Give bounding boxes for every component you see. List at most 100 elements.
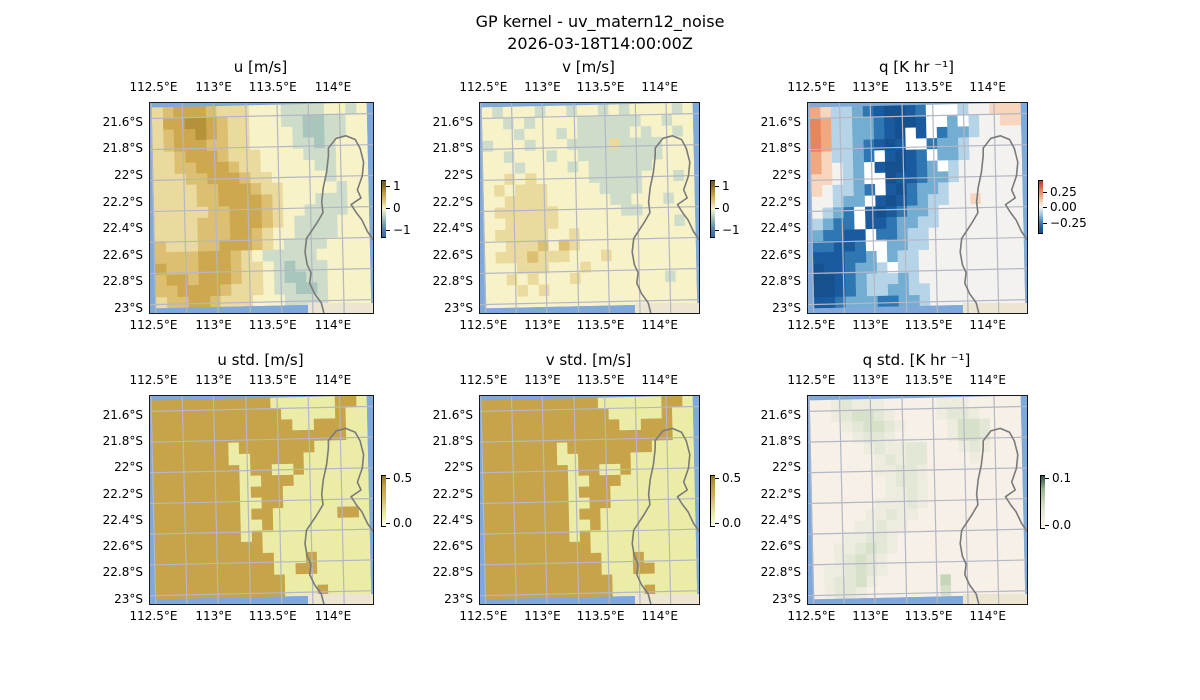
land-corner — [308, 594, 373, 604]
x-tick-label: 113.5°E — [248, 80, 297, 94]
x-tick-label: 113°E — [524, 373, 561, 387]
colorbar-tick-mark — [386, 185, 390, 187]
colorbar-tick-mark — [386, 478, 390, 479]
x-tick-label: 114°E — [641, 80, 678, 94]
y-tick-label: 22.4°S — [102, 512, 143, 527]
panel-q-std-title: q std. [K hr ⁻¹] — [862, 351, 971, 369]
y-tick-label: 22.8°S — [760, 565, 801, 580]
x-tick-label: 112.5°E — [459, 80, 508, 94]
colorbar-gradient — [710, 180, 715, 238]
colorbar-tick-label: 0 — [722, 201, 730, 215]
land-corner — [635, 303, 699, 313]
land-corner — [308, 303, 373, 313]
panel-v-std-title: v std. [m/s] — [545, 351, 632, 369]
colorbar-tick-mark — [715, 185, 719, 187]
colorbar-tick-mark — [1043, 191, 1047, 193]
colorbar-tick-label: 0.0 — [1052, 517, 1072, 532]
colorbar-tick-label: −0.25 — [1050, 216, 1087, 231]
colorbar-tick-label: 1 — [393, 178, 401, 193]
y-tick-label: 21.6°S — [102, 407, 143, 422]
colorbar-tick-label: −1 — [722, 222, 740, 237]
colorbar-tick-mark — [715, 229, 719, 231]
x-tick-label: 113.5°E — [904, 373, 953, 387]
colorbar-tick-label: 0.5 — [393, 471, 413, 485]
y-tick-label: 22.6°S — [102, 539, 143, 554]
panel-v-std-raster — [481, 396, 698, 600]
colorbar-tick-mark — [715, 478, 719, 479]
colorbar-gradient — [1038, 180, 1043, 234]
y-tick-label: 21.8°S — [432, 141, 473, 156]
figure-title: GP kernel - uv_matern12_noise — [475, 12, 725, 31]
panel-u-std-raster — [151, 396, 372, 600]
x-tick-label: 114°E — [314, 80, 352, 94]
panel-v-map — [479, 102, 700, 314]
y-tick-label: 22.2°S — [760, 486, 801, 501]
x-tick-label: 112.5°E — [459, 609, 508, 623]
x-tick-label: 113°E — [852, 80, 889, 94]
x-tick-label: 113°E — [524, 80, 561, 94]
x-tick-label: 112.5°E — [129, 80, 178, 94]
y-tick-label: 22.2°S — [432, 194, 473, 209]
x-tick-label: 113°E — [524, 609, 561, 623]
colorbar-gradient — [381, 475, 386, 527]
colorbar-tick-label: 1 — [722, 178, 730, 193]
y-tick-label: 23°S — [444, 591, 473, 606]
y-tick-label: 23°S — [114, 300, 143, 315]
colorbar-tick-label: 0.5 — [722, 471, 742, 485]
panel-u-title: u [m/s] — [233, 58, 288, 76]
x-tick-label: 114°E — [641, 373, 678, 387]
y-tick-label: 22.4°S — [102, 221, 143, 235]
y-tick-label: 21.8°S — [102, 433, 143, 448]
x-tick-label: 114°E — [641, 318, 678, 332]
x-tick-label: 113.5°E — [248, 373, 297, 387]
colorbar-tick-mark — [715, 523, 719, 524]
y-tick-label: 22°S — [444, 460, 473, 475]
y-tick-label: 23°S — [114, 591, 143, 606]
panel-v-colorbar: 1 0 −1 — [710, 178, 770, 238]
y-tick-label: 21.6°S — [432, 407, 473, 422]
x-tick-label: 113°E — [852, 609, 889, 623]
x-tick-label: 113.5°E — [576, 80, 625, 94]
y-tick-label: 22.8°S — [102, 565, 143, 580]
panel-q-colorbar: 0.25 0.00 −0.25 — [1038, 180, 1098, 234]
y-tick-label: 22°S — [772, 168, 801, 183]
colorbar-tick-mark — [715, 208, 719, 209]
y-tick-label: 22.4°S — [432, 512, 473, 527]
land-corner — [963, 303, 1027, 313]
x-tick-label: 114°E — [314, 373, 352, 387]
panel-u-raster — [151, 103, 372, 309]
colorbar-tick-label: 0.25 — [1050, 184, 1077, 199]
y-tick-label: 22.6°S — [432, 539, 473, 554]
y-tick-label: 21.8°S — [432, 433, 473, 448]
x-tick-label: 114°E — [969, 318, 1006, 332]
y-tick-label: 23°S — [772, 300, 801, 315]
colorbar-tick-label: 0.0 — [393, 516, 413, 530]
y-tick-label: 23°S — [772, 591, 801, 606]
x-tick-label: 113°E — [852, 318, 889, 332]
land-corner — [635, 594, 699, 604]
y-tick-label: 22°S — [444, 168, 473, 183]
x-tick-label: 113°E — [195, 373, 232, 387]
panel-v-std-colorbar: 0.5 0.0 — [710, 471, 770, 529]
x-tick-label: 112.5°E — [787, 318, 836, 332]
x-tick-label: 114°E — [969, 80, 1006, 94]
panel-u-std-map — [149, 395, 374, 605]
x-tick-label: 114°E — [314, 609, 352, 623]
x-tick-label: 112.5°E — [787, 373, 836, 387]
panel-q-std-colorbar: 0.1 0.0 — [1040, 472, 1100, 531]
x-tick-label: 113.5°E — [576, 373, 625, 387]
y-tick-label: 21.8°S — [760, 433, 801, 448]
panel-u-map — [149, 102, 374, 314]
x-tick-label: 112.5°E — [129, 609, 178, 623]
colorbar-gradient — [381, 180, 386, 238]
x-tick-label: 114°E — [314, 318, 352, 332]
panel-u-std-colorbar: 0.5 0.0 — [381, 471, 441, 529]
colorbar-gradient — [710, 475, 715, 527]
colorbar-gradient — [1040, 475, 1045, 529]
x-tick-label: 113°E — [524, 318, 561, 332]
x-tick-label: 113.5°E — [248, 318, 297, 332]
panel-v-title: v [m/s] — [562, 58, 615, 76]
y-tick-label: 22.6°S — [760, 247, 801, 262]
colorbar-tick-label: 0.00 — [1050, 200, 1077, 215]
y-tick-label: 22°S — [114, 168, 143, 183]
